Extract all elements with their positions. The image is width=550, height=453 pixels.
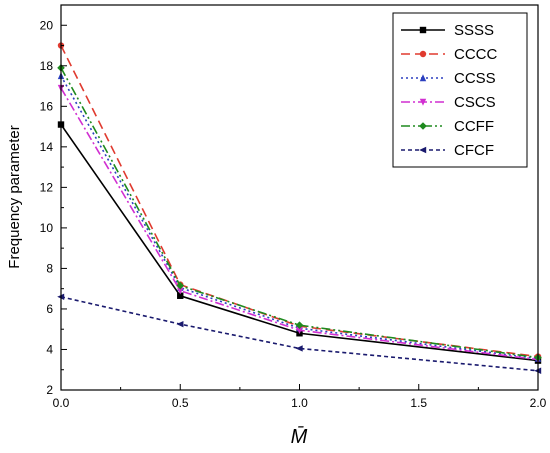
y-tick-label: 2 — [46, 383, 53, 397]
series-line-ccss — [60, 75, 539, 360]
series-line-ccff — [60, 67, 539, 359]
x-tick-label: 0.0 — [53, 396, 70, 410]
data-point-ccff — [176, 281, 185, 290]
data-point-ssss — [177, 292, 184, 299]
data-point-cfcf — [295, 345, 303, 352]
legend-label-cscs: CSCS — [454, 94, 496, 111]
legend: SSSS CCCC CCSS CSCS CCFF CFCF — [392, 12, 528, 168]
data-point-ccff — [295, 321, 304, 329]
legend-marker-ccff — [419, 122, 427, 130]
legend-label-ssss: SSSS — [454, 22, 494, 39]
legend-marker-cscs — [419, 98, 427, 106]
legend-marker-cfcf — [419, 146, 427, 154]
x-tick-label: 1.5 — [410, 396, 427, 410]
y-tick-label: 10 — [40, 221, 54, 235]
legend-label-ccff: CCFF — [454, 118, 494, 135]
y-tick-label: 18 — [40, 59, 54, 73]
y-tick-label: 16 — [40, 99, 54, 113]
legend-marker-ccss — [419, 74, 427, 82]
series-line-cfcf — [60, 296, 539, 372]
legend-marker-cccc — [419, 50, 427, 58]
legend-box — [392, 12, 528, 168]
x-axis: 0.0 0.5 1.0 1.5 2.0 — [53, 384, 547, 410]
legend-marker-ssss — [419, 26, 427, 34]
y-tick-label: 20 — [40, 18, 54, 32]
series-line-ssss — [60, 124, 539, 362]
y-axis: 2 4 6 8 10 12 14 16 18 20 — [40, 4, 67, 397]
data-point-cscs — [177, 287, 184, 295]
data-point-cfcf — [176, 320, 184, 328]
legend-label-cccc: CCCC — [454, 46, 497, 63]
y-tick-label: 4 — [46, 342, 53, 356]
y-tick-label: 8 — [46, 261, 53, 275]
x-tick-label: 2.0 — [530, 396, 547, 410]
x-axis-label: M̄ — [291, 425, 308, 448]
y-tick-label: 12 — [40, 180, 54, 194]
y-tick-label: 14 — [40, 140, 54, 154]
x-tick-label: 1.0 — [291, 396, 308, 410]
legend-label-ccss: CCSS — [454, 70, 496, 87]
plot-area — [57, 42, 542, 374]
legend-label-cfcf: CFCF — [454, 142, 494, 159]
y-tick-label: 6 — [46, 302, 53, 316]
y-axis-label: Frequency parameter — [6, 125, 23, 268]
series-line-cscs — [60, 87, 539, 361]
x-tick-label: 0.5 — [172, 396, 189, 410]
data-point-cscs — [296, 327, 303, 335]
